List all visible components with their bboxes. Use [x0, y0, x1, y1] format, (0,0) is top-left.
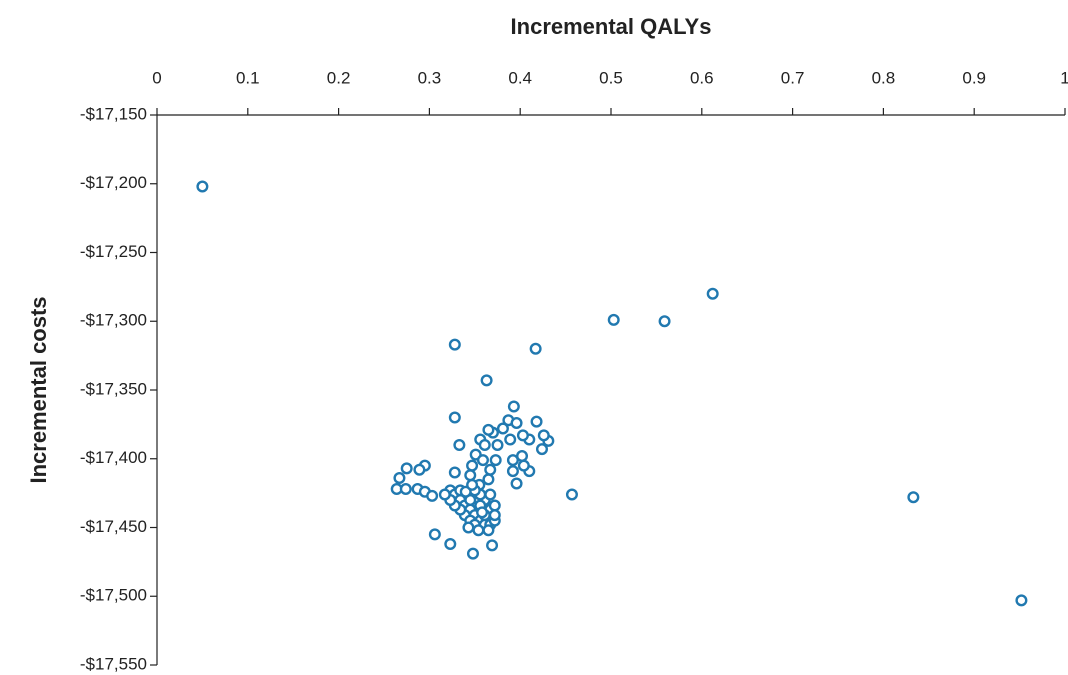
x-axis-title: Incremental QALYs: [511, 14, 712, 39]
point: [488, 499, 501, 512]
point: [448, 466, 461, 479]
point: [196, 180, 209, 193]
point: [537, 429, 550, 442]
point: [438, 488, 451, 501]
point: [476, 506, 489, 519]
point: [400, 462, 413, 475]
point: [529, 342, 542, 355]
point: [466, 478, 479, 491]
y-tick-label: -$17,200: [80, 173, 147, 192]
y-tick-label: -$17,450: [80, 517, 147, 536]
point: [496, 422, 509, 435]
y-tick-label: -$17,150: [80, 104, 147, 123]
point: [413, 463, 426, 476]
point: [535, 443, 548, 456]
point: [658, 315, 671, 328]
point: [565, 488, 578, 501]
point: [472, 524, 485, 537]
point: [506, 454, 519, 467]
point: [510, 477, 523, 490]
point: [517, 459, 530, 472]
y-tick-label: -$17,500: [80, 586, 147, 605]
point: [478, 439, 491, 452]
point: [426, 489, 439, 502]
point: [393, 472, 406, 485]
point: [489, 454, 502, 467]
point: [607, 313, 620, 326]
point: [1015, 594, 1028, 607]
point: [444, 538, 457, 551]
x-tick-label: 0.3: [418, 68, 442, 87]
point: [484, 488, 497, 501]
point: [491, 439, 504, 452]
point: [506, 465, 519, 478]
point: [907, 491, 920, 504]
point: [486, 539, 499, 552]
x-tick-label: 0: [152, 68, 161, 87]
x-tick-label: 0.1: [236, 68, 260, 87]
point: [453, 439, 466, 452]
y-tick-label: -$17,550: [80, 654, 147, 673]
point: [482, 473, 495, 486]
y-tick-label: -$17,250: [80, 242, 147, 261]
point: [462, 521, 475, 534]
x-tick-label: 0.2: [327, 68, 351, 87]
y-tick-label: -$17,350: [80, 379, 147, 398]
x-tick-label: 0.8: [872, 68, 896, 87]
point: [504, 433, 517, 446]
point: [516, 429, 529, 442]
point: [464, 469, 477, 482]
point: [466, 459, 479, 472]
point: [530, 415, 543, 428]
point: [482, 423, 495, 436]
point: [466, 547, 479, 560]
point: [399, 483, 412, 496]
point: [428, 528, 441, 541]
point: [706, 287, 719, 300]
y-tick-label: -$17,400: [80, 448, 147, 467]
x-tick-label: 0.6: [690, 68, 714, 87]
point: [448, 338, 461, 351]
x-tick-label: 1: [1060, 68, 1068, 87]
point: [480, 374, 493, 387]
point: [448, 411, 461, 424]
x-tick-label: 0.9: [962, 68, 986, 87]
x-tick-label: 0.7: [781, 68, 805, 87]
point: [488, 509, 501, 522]
y-tick-label: -$17,300: [80, 311, 147, 330]
point: [482, 524, 495, 537]
x-tick-label: 0.5: [599, 68, 623, 87]
x-tick-label: 0.4: [508, 68, 532, 87]
y-axis-title: Incremental costs: [26, 296, 51, 483]
point: [510, 417, 523, 430]
point: [507, 400, 520, 413]
point: [476, 454, 489, 467]
point: [484, 463, 497, 476]
